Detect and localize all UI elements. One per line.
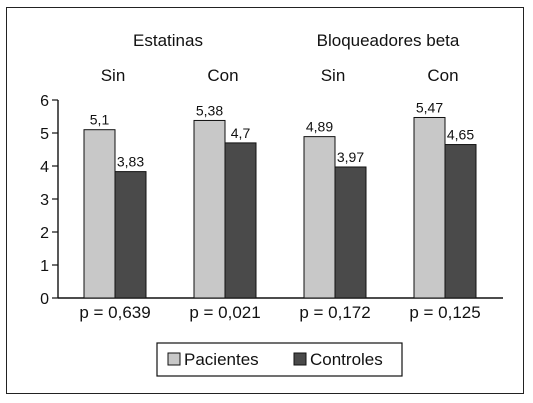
chart-frame: Estatinas Sin Con Bloqueadores beta Sin Con 0… <box>6 7 524 394</box>
y-tick-label: 4 <box>40 159 49 176</box>
data-label: 4,89 <box>306 119 333 135</box>
p-value-label: p = 0,172 <box>299 303 370 322</box>
data-label: 5,38 <box>196 102 223 118</box>
y-tick-label: 6 <box>40 93 49 110</box>
bar-pacientes <box>413 116 446 299</box>
bar-controles <box>224 142 257 299</box>
p-value-label: p = 0,639 <box>79 303 150 322</box>
data-label: 4,7 <box>231 125 251 141</box>
bar-chart: Estatinas Sin Con Bloqueadores beta Sin Con 0… <box>40 31 503 377</box>
bar-controles <box>114 171 147 299</box>
data-label: 5,1 <box>90 112 110 128</box>
legend-label: Pacientes <box>184 350 259 369</box>
legend-swatch-pacientes <box>167 352 181 366</box>
data-label: 3,83 <box>117 154 144 170</box>
group-header-label: Bloqueadores beta <box>317 31 460 50</box>
y-tick-label: 5 <box>40 126 49 143</box>
y-tick-label: 3 <box>40 192 49 209</box>
legend-label: Controles <box>310 350 383 369</box>
subgroup-label: Sin <box>321 66 346 85</box>
data-label: 4,65 <box>447 127 474 143</box>
data-label: 3,97 <box>337 149 364 165</box>
legend-box <box>156 342 403 377</box>
group-header-label: Estatinas <box>133 31 203 50</box>
subgroup-label: Con <box>207 66 238 85</box>
p-value-label: p = 0,021 <box>189 303 260 322</box>
subgroup-label: Sin <box>101 66 126 85</box>
y-tick-label: 1 <box>40 258 49 275</box>
bar-pacientes <box>83 129 116 299</box>
y-tick-label: 0 <box>40 291 49 308</box>
subgroup-label: Con <box>427 66 458 85</box>
y-tick-label: 2 <box>40 225 49 242</box>
p-value-label: p = 0,125 <box>409 303 480 322</box>
legend-swatch-controles <box>293 352 307 366</box>
bar-controles <box>444 144 477 299</box>
bar-pacientes <box>193 119 226 299</box>
bar-pacientes <box>303 136 336 299</box>
data-label: 5,47 <box>416 99 443 115</box>
bar-controles <box>334 166 367 299</box>
